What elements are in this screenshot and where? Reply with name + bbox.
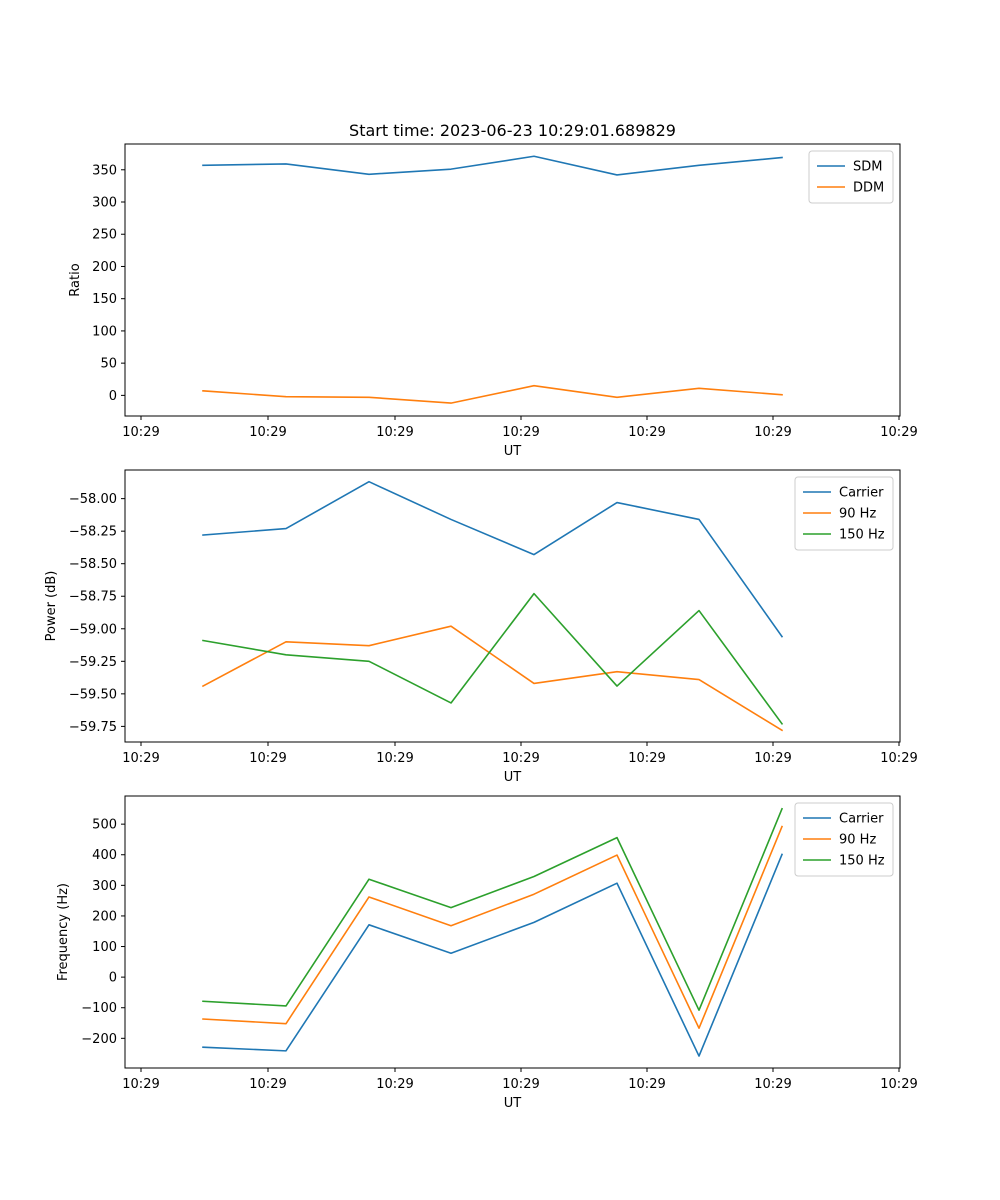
y-axis-label: Ratio [68, 263, 83, 296]
x-tick-label: 10:29 [628, 751, 665, 766]
x-tick-label: 10:29 [122, 1077, 159, 1092]
series-line-90-hz [202, 825, 784, 1030]
series-line-ddm [202, 384, 783, 404]
y-axis-label: Frequency (Hz) [56, 883, 71, 981]
x-tick-label: 10:29 [249, 425, 286, 440]
legend-label: 150 Hz [839, 528, 885, 543]
y-tick-label: 300 [92, 196, 117, 211]
series-line-carrier [202, 853, 784, 1057]
y-tick-label: 100 [92, 940, 117, 955]
y-tick-label: −59.75 [69, 720, 117, 735]
y-tick-label: 200 [92, 260, 117, 275]
y-tick-label: −58.75 [69, 590, 117, 605]
x-tick-label: 10:29 [376, 751, 413, 766]
legend-label: 90 Hz [839, 507, 876, 522]
y-tick-label: 200 [92, 909, 117, 924]
figure-title: Start time: 2023-06-23 10:29:01.689829 [349, 121, 676, 140]
ratio-panel: 0 50 100 150 200 250 300 350 10:29 10:29 10:29 10:2… [68, 143, 918, 459]
power-panel: −58.00 −58.25 −58.50 −58.75 −59.00 −59.25 −59.… [44, 469, 918, 785]
y-tick-label: −59.50 [69, 687, 117, 702]
y-tick-label: −58.25 [69, 525, 117, 540]
x-tick-label: 10:29 [628, 1077, 665, 1092]
legend-label: 90 Hz [839, 833, 876, 848]
y-tick-label: 150 [92, 292, 117, 307]
y-tick-label: −100 [81, 1001, 117, 1016]
legend-label: Carrier [839, 486, 884, 501]
legend: Carrier 90 Hz 150 Hz [794, 802, 894, 877]
legend-box [808, 150, 894, 204]
y-tick-label: 500 [92, 818, 117, 833]
x-axis-label: UT [504, 770, 522, 785]
y-tick-label: 250 [92, 228, 117, 243]
series-line-sdm [202, 155, 783, 176]
y-tick-label: 400 [92, 848, 117, 863]
x-tick-label: 10:29 [754, 1077, 791, 1092]
x-tick-label: 10:29 [502, 751, 539, 766]
x-tick-label: 10:29 [122, 751, 159, 766]
y-axis-label: Power (dB) [44, 571, 59, 642]
x-tick-label: 10:29 [628, 425, 665, 440]
x-tick-label: 10:29 [880, 751, 917, 766]
x-tick-label: 10:29 [754, 751, 791, 766]
y-tick-label: 0 [109, 971, 117, 986]
y-tick-label: −58.50 [69, 557, 117, 572]
legend-box [794, 476, 894, 551]
legend: SDM DDM [808, 150, 894, 204]
y-tick-label: −58.00 [69, 492, 117, 507]
x-tick-label: 10:29 [376, 425, 413, 440]
series-line-150-hz [202, 592, 784, 725]
legend-label: SDM [853, 160, 882, 175]
x-axis-label: UT [504, 444, 522, 459]
y-tick-label: −59.00 [69, 622, 117, 637]
axes-frame [124, 795, 901, 1069]
y-tick-label: −200 [81, 1032, 117, 1047]
axes-frame [124, 143, 901, 417]
x-tick-label: 10:29 [754, 425, 791, 440]
legend: Carrier 90 Hz 150 Hz [794, 476, 894, 551]
series-line-150-hz [202, 807, 784, 1011]
x-tick-label: 10:29 [249, 751, 286, 766]
y-tick-label: 100 [92, 324, 117, 339]
y-tick-label: −59.25 [69, 655, 117, 670]
x-tick-label: 10:29 [880, 1077, 917, 1092]
y-tick-label: 300 [92, 879, 117, 894]
axes-frame [124, 469, 901, 743]
y-tick-label: 350 [92, 163, 117, 178]
x-tick-label: 10:29 [122, 425, 159, 440]
legend-box [794, 802, 894, 877]
frequency-panel: −200 −100 0 100 200 300 400 500 10:29 10:29 10:29 1… [56, 795, 918, 1111]
x-tick-label: 10:29 [502, 1077, 539, 1092]
legend-label: DDM [853, 181, 884, 196]
x-tick-label: 10:29 [502, 425, 539, 440]
series-line-carrier [202, 480, 784, 638]
legend-label: 150 Hz [839, 854, 885, 869]
y-tick-label: 0 [109, 389, 117, 404]
legend-label: Carrier [839, 812, 884, 827]
series-line-90-hz [201, 625, 784, 732]
x-tick-label: 10:29 [880, 425, 917, 440]
x-tick-label: 10:29 [249, 1077, 286, 1092]
y-tick-label: 50 [100, 357, 117, 372]
x-tick-label: 10:29 [376, 1077, 413, 1092]
x-axis-label: UT [504, 1096, 522, 1111]
